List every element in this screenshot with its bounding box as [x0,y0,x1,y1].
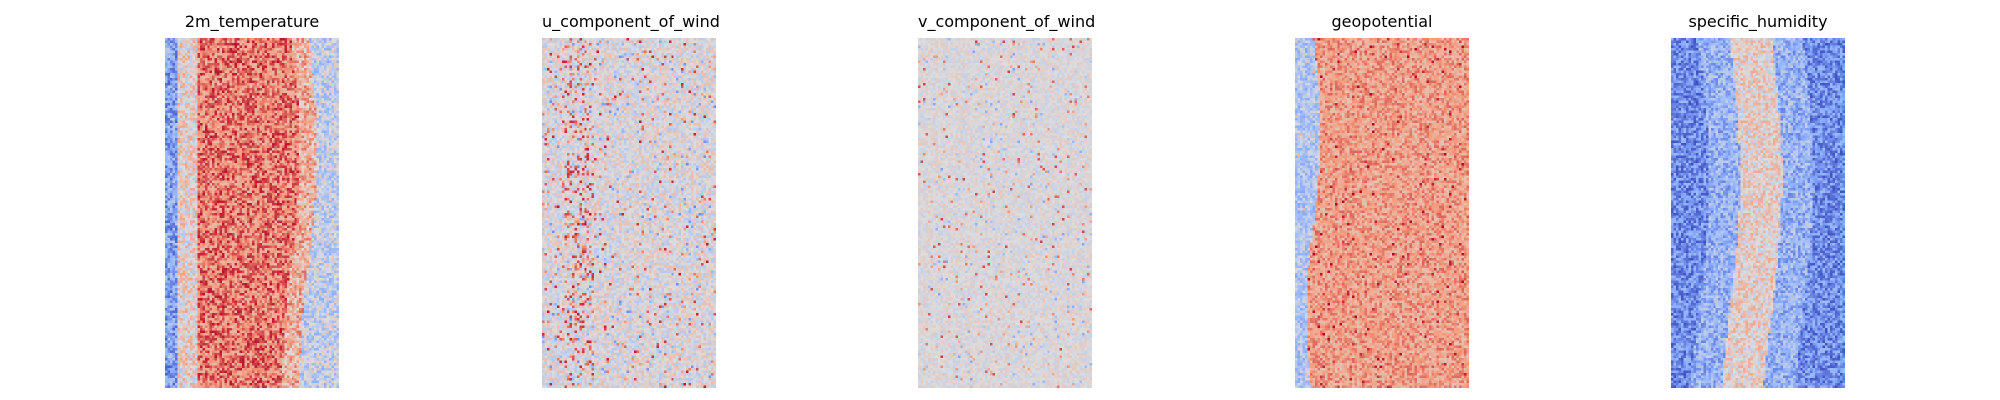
panel-u-component-of-wind: u_component_of_wind [542,0,720,400]
panel-title: v_component_of_wind [918,12,1096,31]
heatmap-specific-humidity [1671,38,1845,388]
panel-specific-humidity: specific_humidity [1671,0,1845,400]
panel-title: 2m_temperature [184,12,320,31]
heatmap-2m-temperature [165,38,339,388]
panel-title: u_component_of_wind [542,12,720,31]
heatmap-v-component-of-wind [918,38,1092,388]
panel-v-component-of-wind: v_component_of_wind [918,0,1096,400]
heatmap-u-component-of-wind [542,38,716,388]
panel-geopotential: geopotential [1295,0,1469,400]
panel-2m-temperature: 2m_temperature [165,0,339,400]
panel-title: specific_humidity [1688,12,1828,31]
panel-title: geopotential [1331,12,1433,31]
heatmap-geopotential [1295,38,1469,388]
